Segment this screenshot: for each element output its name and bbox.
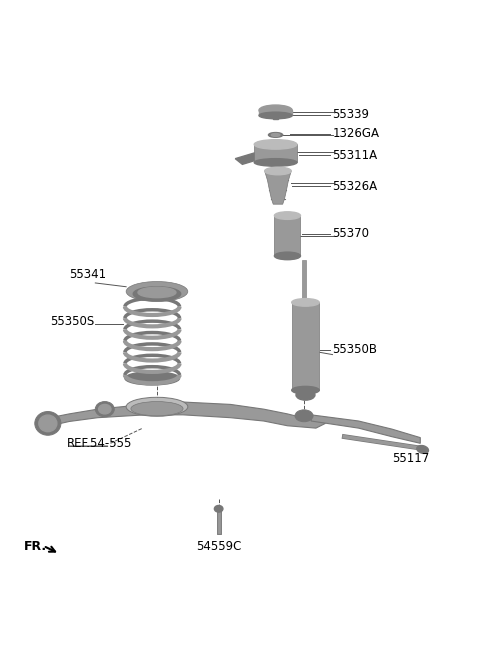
Ellipse shape xyxy=(268,133,283,137)
Ellipse shape xyxy=(138,287,176,298)
Polygon shape xyxy=(41,402,325,428)
Ellipse shape xyxy=(131,401,183,416)
Ellipse shape xyxy=(125,372,180,385)
Bar xyxy=(259,110,292,116)
Text: 54559C: 54559C xyxy=(196,539,241,553)
Ellipse shape xyxy=(35,411,61,435)
Text: 55311A: 55311A xyxy=(333,149,378,162)
Ellipse shape xyxy=(215,505,223,512)
Ellipse shape xyxy=(417,445,429,453)
Ellipse shape xyxy=(259,105,292,116)
Text: 55341: 55341 xyxy=(69,268,107,281)
Text: 55350S: 55350S xyxy=(50,315,95,328)
Ellipse shape xyxy=(259,112,292,119)
Ellipse shape xyxy=(271,133,280,137)
Ellipse shape xyxy=(254,140,297,149)
Ellipse shape xyxy=(296,390,315,400)
Bar xyxy=(292,302,319,390)
Text: 55339: 55339 xyxy=(333,108,370,122)
Ellipse shape xyxy=(98,405,111,414)
Text: 55326A: 55326A xyxy=(333,179,378,193)
Bar xyxy=(273,114,278,120)
Ellipse shape xyxy=(133,286,180,301)
Ellipse shape xyxy=(254,158,297,166)
Polygon shape xyxy=(235,153,261,164)
Ellipse shape xyxy=(126,282,188,302)
Text: 1326GA: 1326GA xyxy=(333,127,380,141)
Ellipse shape xyxy=(292,299,319,306)
Text: REF.54-555: REF.54-555 xyxy=(67,437,132,450)
Ellipse shape xyxy=(292,386,319,394)
Text: FR.: FR. xyxy=(24,540,47,553)
Text: 55117: 55117 xyxy=(392,453,429,465)
Ellipse shape xyxy=(275,252,300,260)
Polygon shape xyxy=(264,171,291,204)
Text: 55350B: 55350B xyxy=(333,344,377,356)
Ellipse shape xyxy=(39,415,57,432)
Bar xyxy=(275,215,300,256)
Ellipse shape xyxy=(126,397,188,417)
Polygon shape xyxy=(311,415,420,443)
Ellipse shape xyxy=(96,401,114,417)
Text: 55370: 55370 xyxy=(333,227,370,240)
Bar xyxy=(301,260,306,302)
Ellipse shape xyxy=(264,167,291,175)
Ellipse shape xyxy=(275,212,300,219)
Bar xyxy=(254,145,297,162)
Ellipse shape xyxy=(295,410,313,422)
